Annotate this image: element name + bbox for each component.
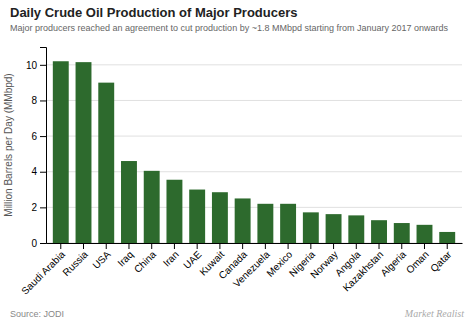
- bar: [189, 190, 205, 243]
- subtitle-line: Major producers reached an agreement to …: [10, 23, 448, 33]
- bar: [417, 225, 433, 243]
- bar: [257, 204, 273, 243]
- y-tick-label: 4: [31, 166, 37, 177]
- y-tick: 2: [31, 202, 46, 213]
- x-tick-label: Iran: [161, 249, 181, 269]
- x-tick: Venezuela: [231, 243, 272, 289]
- grid-line: [46, 64, 462, 65]
- bar: [212, 192, 228, 243]
- x-tick: Algeria: [378, 243, 408, 278]
- x-tick: Qatar: [428, 243, 454, 274]
- y-axis: 0 2 4 6 8 10: [26, 48, 47, 249]
- y-axis-title: Million Barrels per Day (MMbpd): [3, 73, 14, 216]
- y-tick-mark: [40, 207, 46, 208]
- y-tick-mark: [40, 100, 46, 101]
- x-tick-label: China: [132, 248, 159, 275]
- chart: Daily Crude Oil Production of Major Prod…: [0, 0, 474, 323]
- x-tick-mark: [128, 243, 129, 249]
- x-tick-mark: [447, 243, 448, 249]
- x-tick: Iraq: [115, 243, 135, 269]
- subtitle: Major producers reached an agreement to …: [10, 23, 448, 33]
- y-tick-label: 6: [31, 131, 37, 142]
- x-tick-mark: [379, 243, 380, 249]
- bar: [303, 212, 319, 243]
- grid: [46, 65, 462, 243]
- bar: [121, 161, 137, 243]
- watermark: Market Realist: [404, 308, 464, 319]
- bar: [348, 215, 364, 243]
- title: Daily Crude Oil Production of Major Prod…: [10, 5, 298, 20]
- bar: [53, 61, 69, 243]
- bar: [439, 232, 455, 243]
- y-tick: 0: [31, 238, 46, 249]
- bar: [76, 62, 92, 243]
- bar: [98, 83, 114, 243]
- bar: [371, 220, 387, 243]
- x-tick-mark: [106, 243, 107, 249]
- x-tick-label: Oman: [404, 249, 431, 276]
- x-tick-mark: [265, 243, 266, 249]
- x-tick: Kazakhstan: [341, 243, 386, 293]
- bar: [166, 180, 182, 243]
- x-tick-mark: [242, 243, 243, 249]
- bar: [235, 198, 251, 243]
- y-tick: 6: [31, 131, 46, 142]
- x-tick-mark: [197, 243, 198, 249]
- y-tick-mark: [40, 172, 46, 173]
- bar: [144, 171, 160, 243]
- x-tick-label: Algeria: [378, 248, 408, 278]
- x-tick-mark: [60, 243, 61, 249]
- x-tick-mark: [151, 243, 152, 249]
- x-tick-mark: [174, 243, 175, 249]
- y-tick-label: 0: [31, 238, 37, 249]
- y-tick: 10: [26, 60, 46, 71]
- y-axis-line: [40, 48, 47, 244]
- plot: 0 2 4 6 8 10 Saudi ArabiaRussiaUSAIraqChinaIra…: [19, 48, 462, 297]
- x-axis: Saudi ArabiaRussiaUSAIraqChinaIranUAEKuw…: [19, 243, 462, 297]
- x-tick-label: Qatar: [428, 248, 454, 274]
- y-tick-label: 8: [31, 95, 37, 106]
- y-tick-label: 2: [31, 202, 37, 213]
- x-axis-line: [47, 243, 463, 244]
- y-tick: 4: [31, 166, 46, 177]
- x-tick-mark: [83, 243, 84, 249]
- x-tick-label: Norway: [308, 249, 340, 281]
- x-tick-label: Russia: [60, 248, 90, 278]
- bar: [394, 223, 410, 243]
- bar: [280, 204, 296, 243]
- y-tick-label: 10: [26, 60, 38, 71]
- x-tick-mark: [401, 243, 402, 249]
- x-tick: China: [132, 243, 159, 275]
- y-tick-mark: [40, 65, 46, 66]
- source: Source: JODI: [10, 309, 64, 319]
- x-tick-mark: [333, 243, 334, 249]
- y-tick-mark: [40, 136, 46, 137]
- x-tick-mark: [219, 243, 220, 249]
- x-tick-label: USA: [90, 248, 113, 271]
- x-tick: Iran: [161, 243, 181, 269]
- x-tick-label: Saudi Arabia: [19, 248, 67, 296]
- y-tick-mark: [40, 243, 46, 244]
- y-tick: 8: [31, 95, 46, 106]
- x-tick-mark: [288, 243, 289, 249]
- x-tick-mark: [356, 243, 357, 249]
- x-tick: Russia: [60, 243, 90, 278]
- x-tick: Norway: [308, 243, 340, 280]
- x-tick: Oman: [404, 243, 431, 276]
- x-tick-mark: [424, 243, 425, 249]
- x-tick: USA: [90, 243, 113, 271]
- bar: [326, 214, 342, 243]
- x-tick-mark: [310, 243, 311, 249]
- bars: [53, 61, 455, 243]
